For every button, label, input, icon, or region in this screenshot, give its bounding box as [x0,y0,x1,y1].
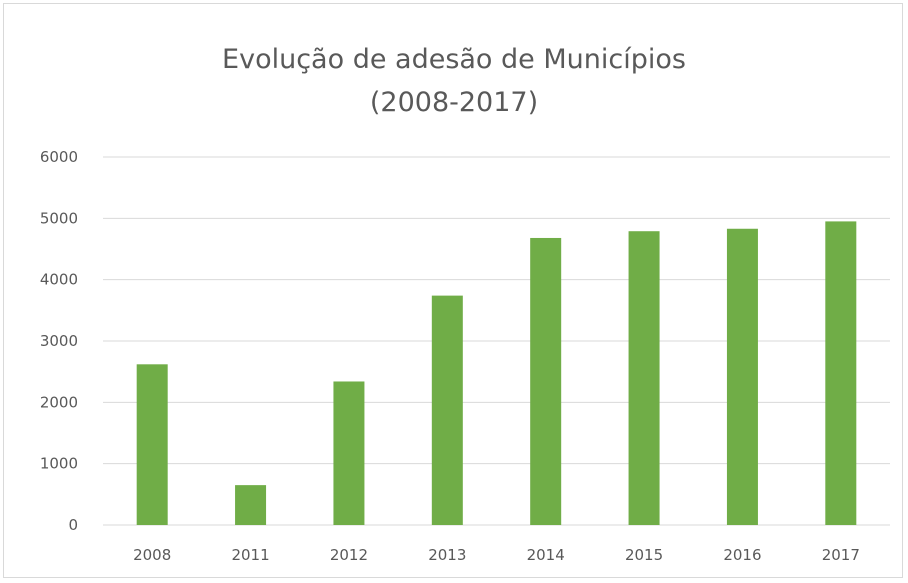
chart-subtitle: (2008-2017) [369,87,539,118]
y-tick-label: 1000 [40,455,78,473]
y-axis-ticks: 0 1000 2000 3000 4000 5000 6000 [40,148,78,534]
x-tick-label: 2008 [133,546,171,564]
y-tick-label: 5000 [40,209,78,227]
bar-2016 [726,228,758,525]
y-tick-label: 6000 [40,148,78,166]
bar-2012 [333,381,365,525]
bar-2014 [530,237,562,525]
bar-2008 [136,364,168,525]
x-tick-label: 2017 [822,546,860,564]
x-tick-label: 2014 [527,546,565,564]
bars [136,221,857,526]
x-axis-ticks: 2008 2011 2012 2013 2014 2015 2016 2017 [133,546,860,564]
x-tick-label: 2013 [428,546,466,564]
bar-2017 [825,221,857,525]
bar-2013 [431,295,463,525]
chart-title: Evolução de adesão de Municípios [222,44,686,75]
bar-2015 [628,231,660,526]
x-tick-label: 2015 [625,546,663,564]
gridlines [103,156,890,526]
bar-2011 [235,485,267,525]
y-tick-label: 0 [68,516,78,534]
x-tick-label: 2011 [231,546,269,564]
y-tick-label: 2000 [40,393,78,411]
x-tick-label: 2016 [723,546,761,564]
x-tick-label: 2012 [330,546,368,564]
y-tick-label: 4000 [40,271,78,289]
y-tick-label: 3000 [40,332,78,350]
